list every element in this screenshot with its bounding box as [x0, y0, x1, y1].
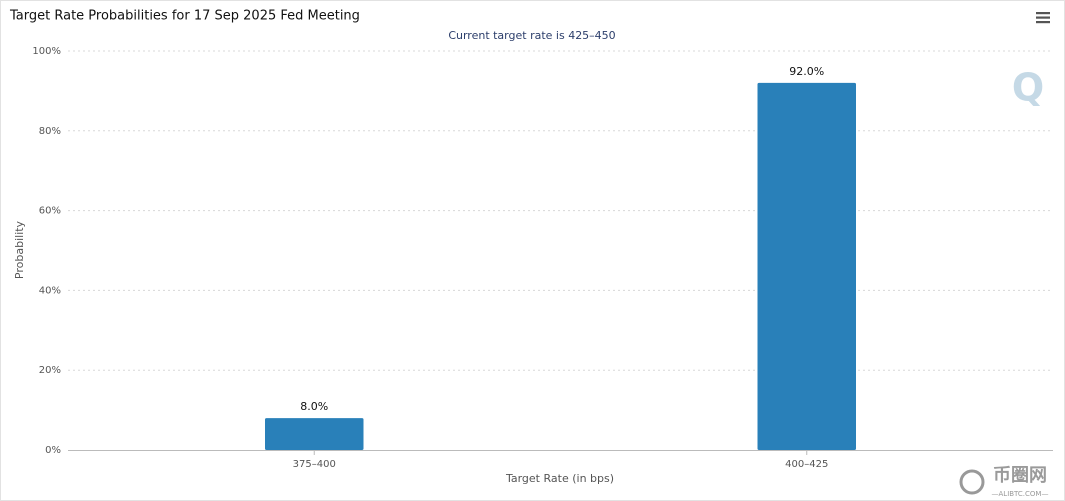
watermark-icon — [959, 469, 985, 495]
value-label: 8.0% — [300, 400, 328, 413]
y-tick-label: 0% — [45, 445, 61, 456]
bar — [265, 418, 364, 450]
bar — [757, 82, 856, 451]
y-tick-label: 80% — [39, 126, 61, 137]
chart-subtitle: Current target rate is 425–450 — [448, 29, 615, 42]
value-label: 92.0% — [789, 65, 824, 78]
watermark-text: 币圈网 — [993, 465, 1047, 486]
chart-title: Target Rate Probabilities for 17 Sep 202… — [9, 9, 360, 24]
y-tick-label: 100% — [32, 46, 61, 57]
menu-button[interactable] — [1036, 12, 1050, 24]
y-tick-label: 60% — [39, 206, 61, 217]
logo: Q — [1012, 66, 1044, 110]
y-tick-label: 20% — [39, 365, 61, 376]
x-axis-title: Target Rate (in bps) — [505, 472, 614, 485]
y-tick-label: 40% — [39, 285, 61, 296]
watermark-subtext: —ALIBTC.COM— — [992, 490, 1049, 498]
x-tick-label: 400–425 — [785, 459, 828, 470]
x-tick-label: 375–400 — [293, 459, 336, 470]
y-axis-title: Probability — [13, 220, 26, 279]
